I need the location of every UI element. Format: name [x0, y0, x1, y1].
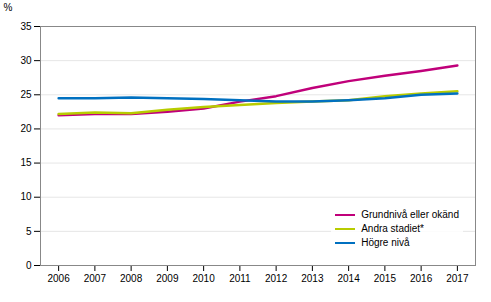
svg-text:2006: 2006 [48, 273, 71, 284]
svg-text:2010: 2010 [193, 273, 216, 284]
svg-text:2015: 2015 [374, 273, 397, 284]
svg-text:10: 10 [20, 191, 32, 202]
svg-text:0: 0 [26, 260, 32, 271]
html-text:Grundnivå eller okänd: Grundnivå eller okänd [361, 209, 459, 220]
svg-text:2013: 2013 [301, 273, 324, 284]
html-text:Högre nivå: Högre nivå [361, 237, 410, 248]
svg-text:2009: 2009 [156, 273, 179, 284]
html-text:Andra stadiet*: Andra stadiet* [361, 223, 424, 234]
svg-text:20: 20 [20, 123, 32, 134]
svg-text:25: 25 [20, 89, 32, 100]
svg-text:5: 5 [26, 226, 32, 237]
svg-text:15: 15 [20, 157, 32, 168]
svg-text:2012: 2012 [265, 273, 288, 284]
svg-text:2011: 2011 [229, 273, 251, 284]
svg-text:2017: 2017 [446, 273, 469, 284]
svg-text:35: 35 [20, 21, 32, 32]
svg-text:2014: 2014 [338, 273, 361, 284]
svg-text:2007: 2007 [84, 273, 107, 284]
svg-text:%: % [4, 2, 13, 13]
svg-text:30: 30 [20, 55, 32, 66]
svg-text:2008: 2008 [120, 273, 143, 284]
svg-text:2016: 2016 [410, 273, 433, 284]
